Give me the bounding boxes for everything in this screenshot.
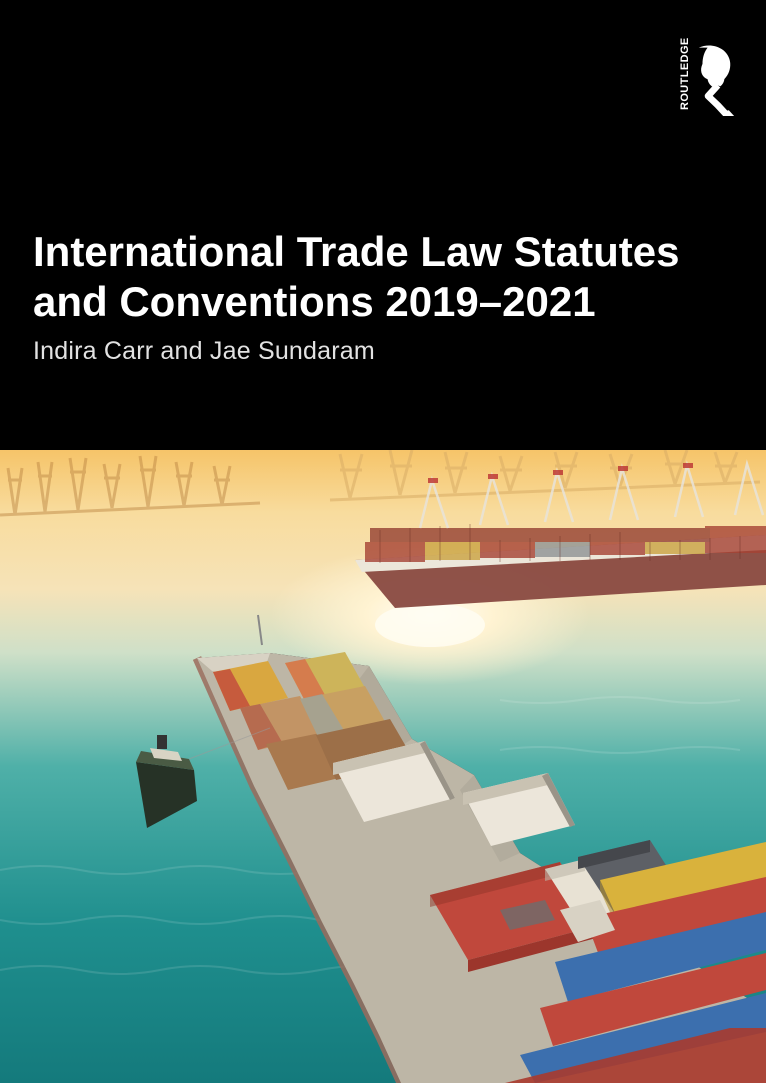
svg-text:ROUTLEDGE: ROUTLEDGE — [679, 37, 691, 110]
